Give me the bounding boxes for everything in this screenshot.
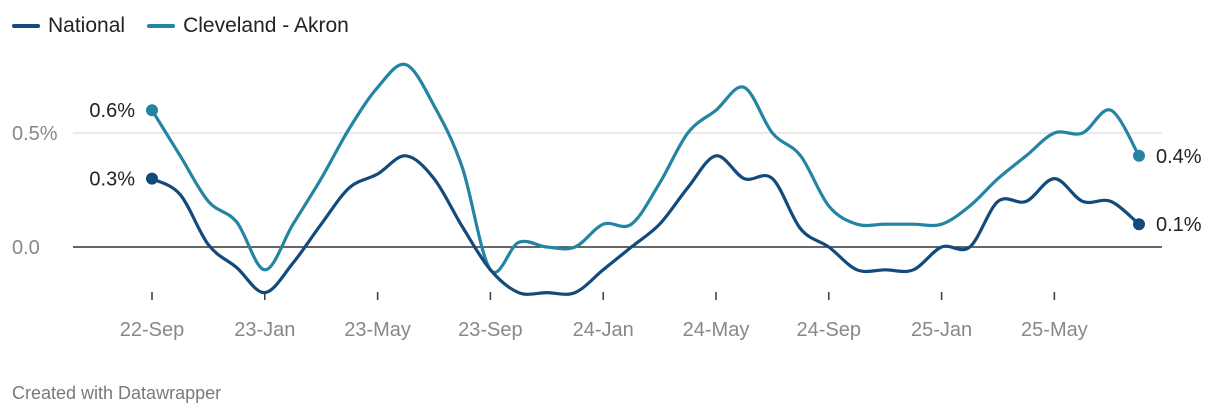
x-tick-label: 24-Sep: [797, 319, 862, 341]
end-point-cleveland-akron: [1133, 149, 1145, 162]
start-label-national: 0.3%: [89, 169, 135, 191]
legend-label-cleveland-akron: Cleveland - Akron: [183, 14, 349, 37]
legend-swatch-national: [12, 24, 40, 28]
start-point-national: [146, 172, 158, 185]
x-tick-label: 25-Jan: [911, 319, 972, 341]
end-label-national: 0.1%: [1156, 214, 1202, 236]
series-line-national: [150, 154, 1141, 296]
x-tick-label: 23-Jan: [234, 319, 295, 341]
legend-label-national: National: [48, 14, 126, 37]
legend-swatch-cleveland-akron: [147, 24, 176, 28]
legend-item-cleveland-akron: Cleveland - Akron: [147, 14, 349, 38]
y-tick-label: 0.0: [12, 237, 40, 259]
x-tick-label: 24-May: [683, 319, 750, 341]
x-tick-label: 22-Sep: [120, 319, 185, 341]
x-tick-label: 23-May: [344, 319, 411, 341]
series-line-cleveland-akron: [150, 62, 1141, 274]
legend-item-national: National: [12, 14, 125, 38]
x-tick-label: 23-Sep: [458, 319, 523, 341]
line-chart: 0.5% 0.0 22-Sep 23-Jan 23-May 23-Sep 24-Jan 24-…: [12, 62, 1202, 341]
datawrapper-credit: Created with Datawrapper: [12, 383, 222, 403]
start-point-cleveland-akron: [146, 104, 158, 117]
end-point-national: [1133, 218, 1145, 231]
x-tick-label: 25-May: [1021, 319, 1088, 341]
end-label-cleveland-akron: 0.4%: [1156, 146, 1202, 168]
x-tick-label: 24-Jan: [573, 319, 634, 341]
y-tick-label: 0.5%: [12, 123, 58, 145]
legend: National Cleveland - Akron: [12, 14, 349, 38]
start-label-cleveland-akron: 0.6%: [89, 100, 135, 122]
